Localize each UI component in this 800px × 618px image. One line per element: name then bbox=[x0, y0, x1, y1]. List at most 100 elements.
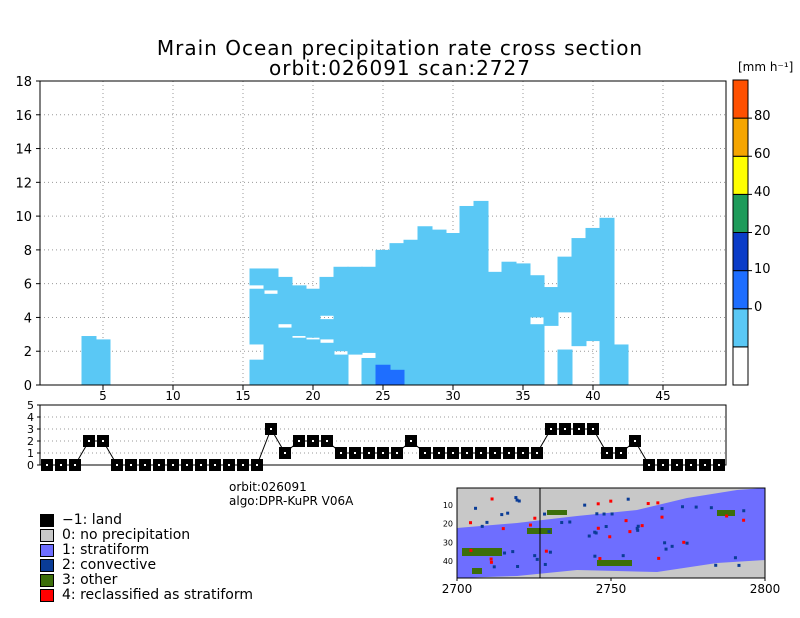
type-marker-dot bbox=[494, 452, 496, 454]
y-tick-label: 0 bbox=[24, 379, 32, 394]
legend-swatch bbox=[40, 574, 54, 587]
y-tick-label: 2 bbox=[27, 435, 34, 448]
precip-dot bbox=[506, 511, 510, 515]
type-marker-dot bbox=[424, 452, 426, 454]
type-marker-dot bbox=[508, 452, 510, 454]
rain-cell bbox=[445, 233, 461, 385]
type-marker-dot bbox=[214, 464, 216, 466]
precip-dot bbox=[680, 505, 684, 509]
rain-cell bbox=[249, 359, 265, 385]
precip-dot bbox=[610, 512, 614, 516]
y-tick-label: 8 bbox=[24, 244, 32, 259]
rain-cell bbox=[459, 205, 475, 385]
type-marker-dot bbox=[228, 464, 230, 466]
rain-cell bbox=[389, 243, 405, 385]
x-tick-label: 40 bbox=[585, 389, 600, 403]
legend-item-other: 3: other bbox=[40, 573, 253, 588]
precip-dot bbox=[714, 563, 718, 567]
rain-cell bbox=[543, 287, 559, 326]
type-marker-dot bbox=[158, 464, 160, 466]
type-marker-dot bbox=[550, 428, 552, 430]
precip-dot bbox=[544, 549, 548, 553]
precip-dot bbox=[583, 503, 587, 507]
type-marker-dot bbox=[396, 452, 398, 454]
rain-cell bbox=[599, 217, 615, 385]
precip-dot bbox=[500, 513, 504, 517]
colorbar-cell bbox=[732, 308, 749, 348]
y-tick-label: 4 bbox=[24, 311, 32, 326]
orbit-info: orbit:026091 bbox=[229, 480, 307, 494]
rain-cell bbox=[263, 268, 279, 291]
colorbar-label: 20 bbox=[754, 223, 771, 239]
algo-info: algo:DPR-KuPR V06A bbox=[229, 494, 354, 508]
legend-item-reclassified: 4: reclassified as stratiform bbox=[40, 588, 253, 603]
type-marker-dot bbox=[284, 452, 286, 454]
precip-dot bbox=[548, 550, 552, 554]
y-tick-label: 10 bbox=[15, 210, 32, 225]
rain-cell bbox=[473, 200, 489, 385]
legend-swatch bbox=[40, 529, 54, 542]
precip-dot bbox=[636, 528, 640, 532]
precip-dot bbox=[515, 498, 519, 502]
precip-dot bbox=[533, 516, 537, 520]
y-tick-label: 2 bbox=[24, 345, 32, 360]
y-tick-label: 18 bbox=[15, 75, 32, 90]
rain-cell bbox=[501, 261, 517, 385]
type-marker-dot bbox=[200, 464, 202, 466]
y-tick-label: 30 bbox=[443, 538, 453, 547]
other-patch bbox=[462, 548, 502, 556]
type-marker-dot bbox=[74, 464, 76, 466]
precip-dot bbox=[636, 524, 640, 528]
rain-cell bbox=[95, 339, 111, 385]
colorbar-label: 10 bbox=[754, 261, 771, 277]
rain-cell bbox=[487, 271, 503, 385]
plot-frame bbox=[39, 404, 727, 466]
type-marker-dot bbox=[130, 464, 132, 466]
precip-dot bbox=[657, 556, 661, 560]
legend-label: −1: land bbox=[62, 512, 123, 528]
rain-cell bbox=[249, 288, 265, 345]
precip-dot bbox=[602, 512, 606, 516]
precip-dot bbox=[511, 550, 515, 554]
precip-dot bbox=[709, 506, 713, 510]
precip-dot bbox=[501, 527, 505, 531]
type-marker-dot bbox=[102, 440, 104, 442]
type-marker-dot bbox=[466, 452, 468, 454]
rain-cell bbox=[557, 349, 573, 385]
colorbar-label: 60 bbox=[754, 147, 771, 163]
heavy-rain-cell bbox=[389, 369, 405, 385]
type-marker-dot bbox=[648, 464, 650, 466]
legend-label: 3: other bbox=[62, 572, 118, 588]
y-tick-label: 14 bbox=[15, 143, 32, 158]
y-tick-label: 0 bbox=[27, 459, 34, 472]
legend-swatch bbox=[40, 514, 54, 527]
type-marker-dot bbox=[718, 464, 720, 466]
precip-dot bbox=[598, 557, 602, 561]
chart-subtitle: orbit:026091 scan:2727 bbox=[269, 56, 531, 80]
precip-dot bbox=[480, 524, 484, 528]
type-marker-dot bbox=[704, 464, 706, 466]
precip-dot bbox=[624, 519, 628, 523]
legend-label: 4: reclassified as stratiform bbox=[62, 587, 254, 603]
type-marker-dot bbox=[116, 464, 118, 466]
type-marker-dot bbox=[326, 440, 328, 442]
rain-cell bbox=[81, 336, 97, 385]
x-tick-label: 5 bbox=[99, 389, 107, 403]
precip-dot bbox=[489, 560, 493, 564]
rain-cell bbox=[347, 266, 363, 355]
rain-cell bbox=[333, 354, 349, 385]
chart-title: Mrain Ocean precipitation rate cross sec… bbox=[156, 36, 644, 60]
precip-dot bbox=[469, 548, 473, 552]
precip-dot bbox=[608, 535, 612, 539]
precip-dot bbox=[626, 497, 630, 501]
precip-dot bbox=[560, 521, 564, 525]
type-marker-dot bbox=[242, 464, 244, 466]
x-tick-label: 25 bbox=[375, 389, 390, 403]
type-marker-dot bbox=[634, 440, 636, 442]
rain-cell bbox=[291, 285, 307, 337]
type-marker-dot bbox=[172, 464, 174, 466]
type-marker-dot bbox=[298, 440, 300, 442]
rain-cell bbox=[515, 263, 531, 385]
legend-label: 2: convective bbox=[62, 557, 157, 573]
